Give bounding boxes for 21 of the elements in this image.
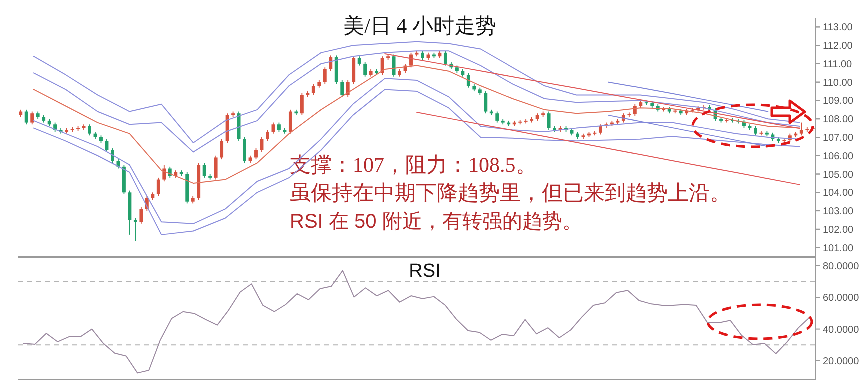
y-tick-label: 102.00 [823,224,854,236]
chart-title: 美/日 4 小时走势 [344,14,496,38]
y-tick-label: 112.00 [823,41,854,52]
y-tick-label: 106.00 [823,151,854,162]
y-tick-label: 101.00 [823,243,854,254]
y-tick-label: 113.00 [823,22,854,34]
y-tick-label: 109.00 [823,96,854,108]
chart-title: RSI [409,261,441,282]
y-tick-label: 111.00 [823,59,853,70]
y-tick-label: 110.00 [823,78,854,89]
y-tick-label: 80.0000 [823,261,860,272]
y-tick-label: 108.00 [823,114,854,126]
y-tick-label: 103.00 [823,206,854,218]
y-tick-label: 107.00 [823,133,854,144]
annotation: RSI 在 50 附近，有转强的趋势。 [290,211,582,233]
y-tick-label: 40.0000 [823,324,860,336]
y-tick-label: 60.0000 [823,293,860,304]
y-tick-label: 20.0000 [823,356,860,368]
y-tick-label: 105.00 [823,170,854,181]
annotation: 虽保持在中期下降趋势里，但已来到趋势上沿。 [290,181,731,205]
y-tick-label: 104.00 [823,188,854,200]
